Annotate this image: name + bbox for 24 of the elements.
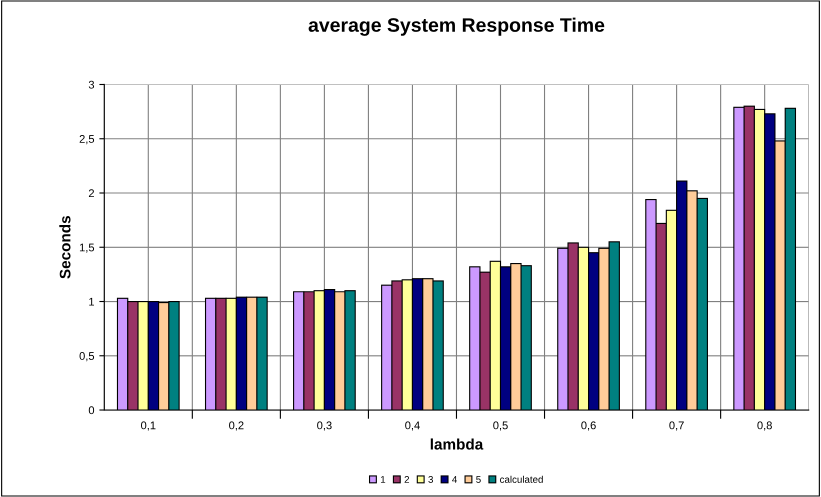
x-tick-label: 0,1 — [141, 421, 156, 431]
legend-label: 1 — [380, 476, 386, 483]
legend-label: 2 — [404, 476, 410, 483]
x-tick-label: 0,4 — [405, 421, 420, 431]
y-tick-label: 0,5 — [80, 352, 94, 362]
x-tick-label: 0,8 — [757, 421, 772, 431]
legend-label: calculated — [500, 476, 543, 483]
y-tick-label: 1,5 — [80, 244, 94, 253]
y-tick-label: 0 — [88, 406, 94, 414]
y-axis-title: Seconds — [59, 216, 71, 279]
legend-label: 4 — [452, 476, 457, 483]
chart-title: average System Response Time — [308, 18, 604, 36]
x-tick-label: 0,6 — [581, 421, 596, 431]
legend-label: 3 — [428, 476, 433, 483]
x-tick-label: 0,3 — [317, 421, 332, 431]
x-tick-label: 0,2 — [229, 421, 244, 431]
y-tick-label: 2,5 — [80, 135, 94, 144]
x-axis-title: lambda — [430, 438, 484, 450]
x-tick-label: 0,7 — [669, 421, 684, 431]
y-tick-label: 1 — [89, 298, 94, 306]
y-tick-label: 3 — [88, 80, 94, 89]
legend-label: 5 — [476, 476, 481, 483]
x-tick-label: 0,5 — [493, 421, 508, 431]
y-tick-label: 2 — [88, 189, 94, 198]
